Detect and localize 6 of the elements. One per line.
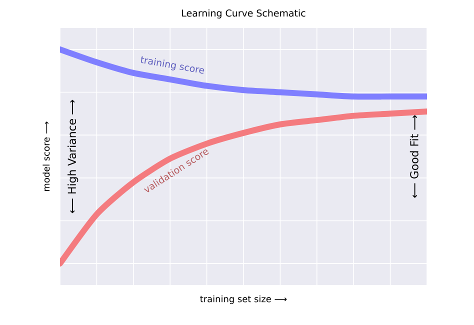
x-axis-title: training set size ⟶: [200, 295, 287, 304]
annotation: ⟵ Good Fit ⟶: [410, 115, 418, 198]
text: training score: [140, 56, 204, 74]
chart-title: Learning Curve Schematic: [182, 9, 306, 18]
y-axis-title: model score ⟶: [42, 122, 50, 191]
annotation: ⟵ High Variance ⟶: [68, 100, 78, 214]
